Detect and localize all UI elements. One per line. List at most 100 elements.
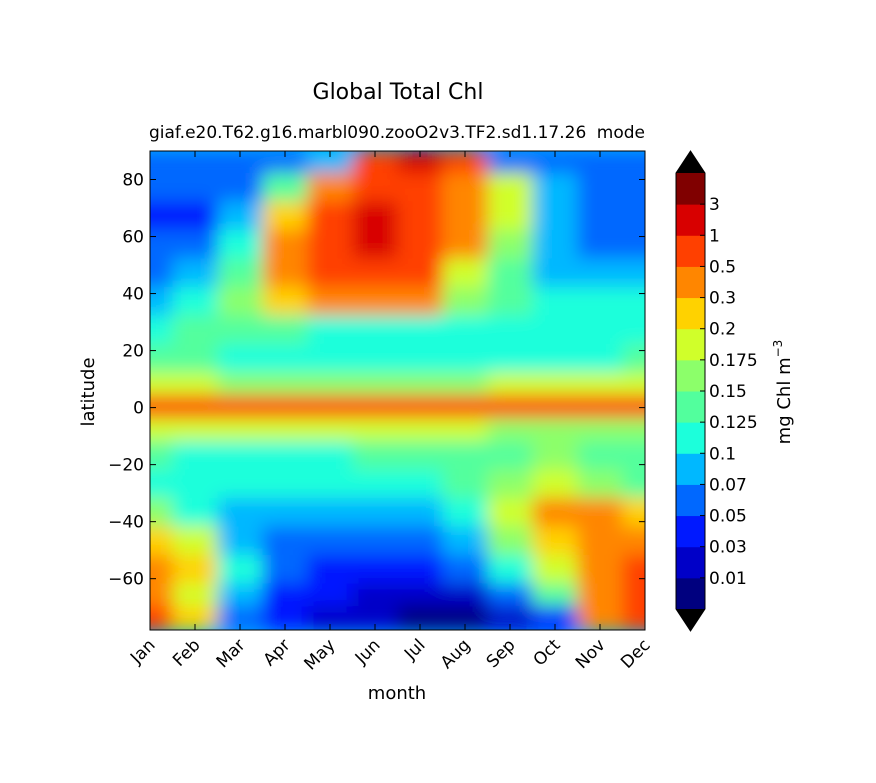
y-tick-label: 60 — [122, 228, 144, 248]
heatmap-cell-apr-band-11 — [262, 440, 309, 472]
heatmap-cell-nov-band-8 — [577, 372, 624, 398]
heatmap-cell-feb-band-4 — [172, 258, 219, 289]
heatmap-cell-may-band-15 — [307, 554, 354, 586]
heatmap-cell-apr-band-17 — [262, 606, 309, 630]
heatmap-cell-feb-band-12 — [172, 469, 219, 500]
heatmap-cell-apr-band-13 — [262, 497, 309, 529]
heatmap-cell-may-band-3 — [307, 229, 354, 261]
heatmap-cell-oct-band-15 — [532, 554, 579, 586]
heatmap-cell-sep-band-9 — [487, 395, 534, 421]
heatmap-cell-nov-band-1 — [577, 172, 624, 204]
heatmap-cell-mar-band-14 — [217, 526, 264, 557]
heatmap-cell-mar-band-3 — [217, 229, 264, 261]
heatmap-cell-may-band-17 — [307, 606, 354, 630]
heatmap-cell-jan-band-2 — [150, 201, 174, 232]
heatmap-cell-aug-band-0 — [442, 151, 489, 175]
heatmap-cell-jul-band-16 — [397, 583, 444, 609]
heatmap-cell-mar-band-9 — [217, 395, 264, 421]
heatmap-cell-jun-band-12 — [352, 469, 399, 500]
heatmap-cell-mar-band-11 — [217, 440, 264, 472]
heatmap-cell-jun-band-3 — [352, 229, 399, 261]
heatmap-cell-jul-band-9 — [397, 395, 444, 421]
heatmap-cell-mar-band-6 — [217, 315, 264, 346]
colorbar-segment — [676, 235, 705, 267]
colorbar-segment — [676, 546, 705, 579]
heatmap-cell-sep-band-17 — [487, 606, 534, 630]
heatmap-cell-jan-band-0 — [150, 151, 174, 175]
heatmap-cell-aug-band-11 — [442, 440, 489, 472]
heatmap-cell-oct-band-16 — [532, 583, 579, 609]
colorbar-segment — [676, 359, 705, 392]
heatmap-cell-aug-band-5 — [442, 286, 489, 318]
y-tick-label: −60 — [108, 570, 144, 590]
heatmap-cell-dec-band-15 — [622, 554, 645, 586]
heatmap-cell-nov-band-15 — [577, 554, 624, 586]
heatmap-cell-may-band-14 — [307, 526, 354, 557]
colorbar-segment — [676, 266, 705, 299]
heatmap-cell-oct-band-14 — [532, 526, 579, 557]
x-tick-label-apr: Apr — [260, 635, 295, 670]
colorbar-tick-label: 0.3 — [709, 289, 736, 309]
heatmap-cell-jun-band-14 — [352, 526, 399, 557]
heatmap-cell-jun-band-17 — [352, 606, 399, 630]
heatmap-cell-aug-band-4 — [442, 258, 489, 289]
heatmap-cell-nov-band-2 — [577, 201, 624, 232]
heatmap-cell-nov-band-11 — [577, 440, 624, 472]
heatmap-cell-apr-band-8 — [262, 372, 309, 398]
heatmap-cell-feb-band-10 — [172, 418, 219, 443]
heatmap-cell-jan-band-12 — [150, 469, 174, 500]
heatmap-cell-dec-band-7 — [622, 343, 645, 375]
heatmap-cell-aug-band-9 — [442, 395, 489, 421]
heatmap-cell-jul-band-11 — [397, 440, 444, 472]
heatmap-cell-may-band-12 — [307, 469, 354, 500]
colorbar-tick-label: 0.01 — [709, 569, 747, 589]
heatmap-cell-jul-band-3 — [397, 229, 444, 261]
x-tick-label-jan: Jan — [126, 635, 159, 668]
heatmap-cell-jun-band-5 — [352, 286, 399, 318]
colorbar-segment — [676, 328, 705, 361]
heatmap-cell-oct-band-3 — [532, 229, 579, 261]
heatmap-cell-oct-band-12 — [532, 469, 579, 500]
heatmap-cell-oct-band-4 — [532, 258, 579, 289]
heatmap-cell-dec-band-8 — [622, 372, 645, 398]
heatmap-cell-nov-band-13 — [577, 497, 624, 529]
heatmap-cell-sep-band-7 — [487, 343, 534, 375]
heatmap-cell-feb-band-3 — [172, 229, 219, 261]
y-tick-label: 40 — [122, 285, 144, 305]
heatmap-cell-jan-band-1 — [150, 172, 174, 204]
y-tick-label: −20 — [108, 456, 144, 476]
heatmap-cell-jun-band-4 — [352, 258, 399, 289]
heatmap-plot-area — [150, 151, 645, 630]
heatmap-cell-oct-band-6 — [532, 315, 579, 346]
heatmap-cell-dec-band-5 — [622, 286, 645, 318]
heatmap-cell-jul-band-1 — [397, 172, 444, 204]
heatmap-cell-apr-band-14 — [262, 526, 309, 557]
heatmap-cell-aug-band-8 — [442, 372, 489, 398]
heatmap-cell-sep-band-16 — [487, 583, 534, 609]
heatmap-cell-mar-band-13 — [217, 497, 264, 529]
heatmap-cell-may-band-13 — [307, 497, 354, 529]
heatmap-cell-jun-band-11 — [352, 440, 399, 472]
heatmap-cell-aug-band-1 — [442, 172, 489, 204]
colorbar-segment — [676, 297, 705, 330]
heatmap-cell-nov-band-9 — [577, 395, 624, 421]
heatmap-cell-aug-band-14 — [442, 526, 489, 557]
heatmap-cell-sep-band-11 — [487, 440, 534, 472]
y-tick-label: 80 — [122, 171, 144, 191]
heatmap-cell-jul-band-6 — [397, 315, 444, 346]
heatmap-cell-apr-band-7 — [262, 343, 309, 375]
chart-title: Global Total Chl — [313, 80, 484, 105]
heatmap-cell-may-band-5 — [307, 286, 354, 318]
colorbar-segment — [676, 484, 705, 517]
heatmap-cell-feb-band-0 — [172, 151, 219, 175]
heatmap-cell-jun-band-7 — [352, 343, 399, 375]
x-tick-label-feb: Feb — [169, 635, 204, 670]
heatmap-cell-nov-band-17 — [577, 606, 624, 630]
heatmap-cell-jul-band-7 — [397, 343, 444, 375]
heatmap-cell-oct-band-10 — [532, 418, 579, 443]
heatmap-cell-feb-band-8 — [172, 372, 219, 398]
heatmap-cell-may-band-2 — [307, 201, 354, 232]
heatmap-cell-mar-band-1 — [217, 172, 264, 204]
x-tick-label-may: May — [301, 635, 340, 674]
heatmap-cell-aug-band-2 — [442, 201, 489, 232]
